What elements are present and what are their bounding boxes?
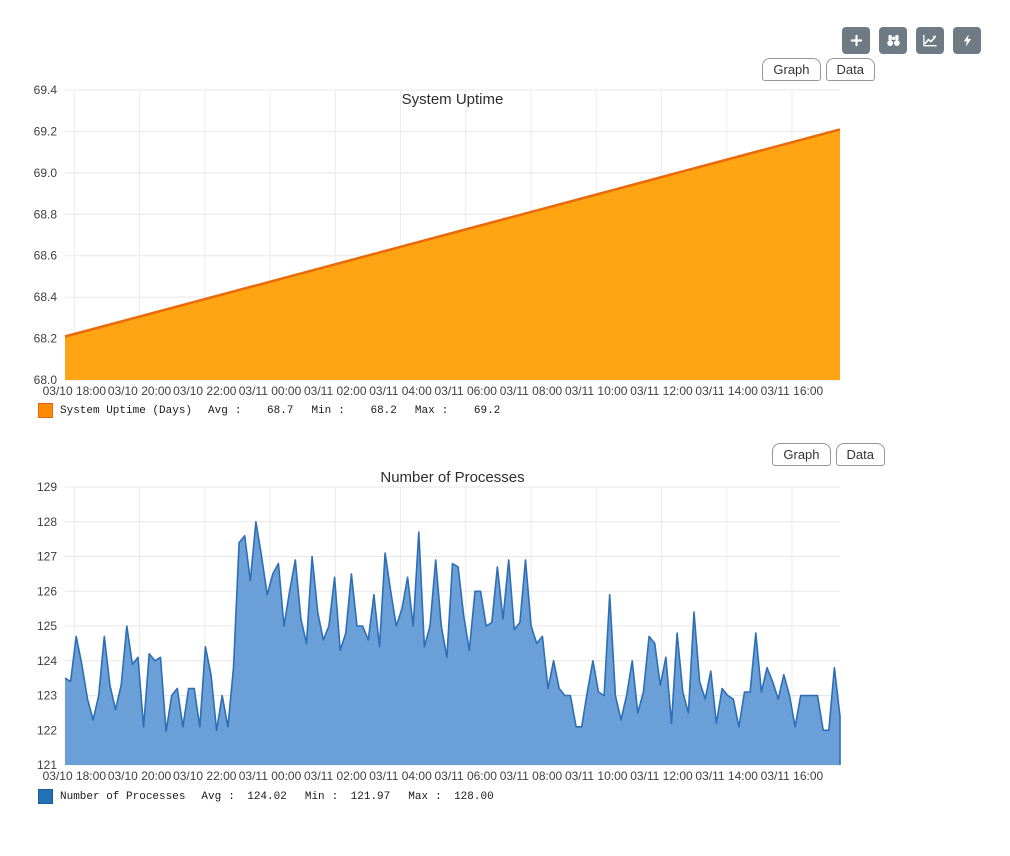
plus-icon xyxy=(850,34,862,47)
x-axis-tick-label: 03/11 10:00 xyxy=(565,769,628,783)
tab-data[interactable]: Data xyxy=(825,58,875,81)
x-axis-tick-label: 03/11 02:00 xyxy=(304,384,367,398)
processes-graph-data-tabs: Graph Data xyxy=(772,443,885,466)
y-axis-tick-label: 68.6 xyxy=(34,249,58,263)
series-line xyxy=(64,128,841,338)
legend-stat-label: Min xyxy=(311,404,332,417)
legend-stat-value: 121.97 xyxy=(350,790,391,803)
y-axis-tick-label: 127 xyxy=(37,550,57,564)
uptime-legend: System Uptime (Days) Avg: 68.7 Min: 68.2 M… xyxy=(38,403,512,418)
legend-stat-label: Max xyxy=(408,790,429,803)
toolbar xyxy=(842,27,981,54)
y-axis-tick-label: 68.0 xyxy=(34,373,58,387)
legend-swatch xyxy=(38,403,53,418)
legend-colon: : xyxy=(435,790,442,803)
x-axis-tick-label: 03/11 06:00 xyxy=(434,769,497,783)
legend-stat-label: Avg xyxy=(208,404,228,417)
x-axis-tick-label: 03/11 04:00 xyxy=(369,384,432,398)
y-axis-tick-label: 69.2 xyxy=(34,124,58,138)
line-chart-icon xyxy=(923,34,937,47)
legend-swatch xyxy=(38,789,53,804)
x-axis-tick-label: 03/11 04:00 xyxy=(369,769,432,783)
legend-colon: : xyxy=(234,404,242,417)
y-axis-tick-label: 69.0 xyxy=(34,166,58,180)
y-axis-tick-label: 123 xyxy=(37,689,57,703)
x-axis-tick-label: 03/10 22:00 xyxy=(173,769,237,783)
series-line xyxy=(64,520,841,765)
legend-colon: : xyxy=(228,790,235,803)
view-options-button[interactable] xyxy=(879,27,907,54)
y-axis-tick-label: 68.4 xyxy=(34,290,58,304)
x-axis-tick-label: 03/11 02:00 xyxy=(304,769,367,783)
legend-series-name: System Uptime (Days) xyxy=(60,404,193,417)
legend-colon: : xyxy=(338,404,345,417)
x-axis-tick-label: 03/11 06:00 xyxy=(434,384,497,398)
uptime-graph-data-tabs: Graph Data xyxy=(762,58,875,81)
tab-data[interactable]: Data xyxy=(835,443,885,466)
x-axis-tick-label: 03/11 08:00 xyxy=(500,769,563,783)
x-axis-tick-label: 03/10 22:00 xyxy=(173,384,237,398)
y-axis-tick-label: 122 xyxy=(37,723,57,737)
system-uptime-chart[interactable]: 68.0 68.2 68.4 68.6 68.8 69.0 69.2 69.4 03/10 18… xyxy=(0,80,1010,405)
y-axis-tick-label: 69.4 xyxy=(34,83,58,97)
x-axis-tick-label: 03/10 20:00 xyxy=(108,384,172,398)
chart-title: System Uptime xyxy=(402,91,504,108)
chart-title: Number of Processes xyxy=(380,469,524,486)
binoculars-icon xyxy=(886,34,900,47)
y-axis-tick-label: 68.2 xyxy=(34,332,58,346)
y-axis-tick-label: 68.8 xyxy=(34,207,58,221)
x-axis-tick-label: 03/11 10:00 xyxy=(565,384,628,398)
legend-stat-value: 124.02 xyxy=(247,790,287,803)
x-axis-tick-label: 03/10 18:00 xyxy=(43,769,107,783)
legend-colon: : xyxy=(331,790,339,803)
legend-stat-value: 68.7 xyxy=(267,404,294,417)
processes-legend: Number of Processes Avg:124.02 Min:121.9… xyxy=(38,789,506,804)
x-axis-tick-label: 03/11 12:00 xyxy=(630,769,693,783)
tab-graph[interactable]: Graph xyxy=(772,443,831,466)
x-axis-tick-label: 03/11 00:00 xyxy=(239,769,302,783)
x-axis-tick-label: 03/11 12:00 xyxy=(630,384,693,398)
legend-stat-label: Min xyxy=(304,790,325,803)
graphs-button[interactable] xyxy=(916,27,944,54)
x-axis-tick-label: 03/11 14:00 xyxy=(695,769,758,783)
y-axis-tick-label: 124 xyxy=(37,654,57,668)
actions-button[interactable] xyxy=(953,27,981,54)
y-axis-tick-label: 121 xyxy=(37,758,57,772)
y-axis-tick-label: 128 xyxy=(37,515,57,529)
x-axis-tick-label: 03/11 16:00 xyxy=(761,769,824,783)
area-fill xyxy=(65,521,840,765)
area-fill xyxy=(65,129,840,380)
x-axis-tick-label: 03/11 14:00 xyxy=(695,384,758,398)
x-axis-tick-label: 03/10 18:00 xyxy=(43,384,107,398)
x-axis-tick-label: 03/10 20:00 xyxy=(108,769,172,783)
legend-colon: : xyxy=(441,404,449,417)
legend-series-name: Number of Processes xyxy=(60,790,186,803)
legend-stat-label: Avg xyxy=(201,790,222,803)
y-axis-tick-label: 129 xyxy=(37,480,57,494)
legend-stat-value: 68.2 xyxy=(370,404,397,417)
legend-stat-value: 128.00 xyxy=(454,790,494,803)
x-axis-tick-label: 03/11 16:00 xyxy=(761,384,824,398)
x-axis-tick-label: 03/11 00:00 xyxy=(239,384,302,398)
y-axis-tick-label: 126 xyxy=(37,584,57,598)
y-axis-tick-label: 125 xyxy=(37,619,57,633)
tab-graph[interactable]: Graph xyxy=(762,58,821,81)
legend-stat-label: Max xyxy=(414,404,435,417)
lightning-icon xyxy=(963,34,971,47)
add-graph-button[interactable] xyxy=(842,27,870,54)
legend-stat-value: 69.2 xyxy=(473,404,501,417)
x-axis-tick-label: 03/11 08:00 xyxy=(500,384,563,398)
